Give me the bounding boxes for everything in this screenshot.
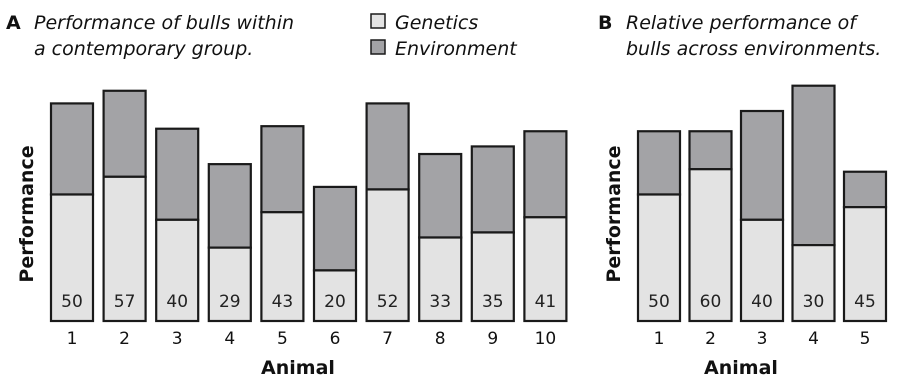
bar-environment-a-4	[207, 163, 252, 249]
legend-genetics-label: Genetics	[395, 12, 478, 34]
bar-genetics-a-3	[155, 218, 200, 323]
bar-genetics-a-6	[312, 269, 358, 323]
panel-a-title-line1: Performance of bulls within	[34, 12, 294, 34]
bar-environment-a-9	[470, 145, 515, 234]
data-label-a-8: 33	[429, 292, 451, 312]
bar-genetics-b-5	[842, 206, 888, 323]
x-tick-label-a-7: 7	[382, 329, 393, 349]
bar-genetics-a-7	[365, 188, 410, 323]
bar-genetics-a-8	[418, 236, 463, 323]
bar-environment-b-1	[636, 130, 682, 196]
data-label-a-5: 43	[272, 292, 294, 312]
bar-environment-a-8	[418, 152, 463, 239]
data-label-a-2: 57	[114, 292, 136, 312]
x-tick-label-a-5: 5	[277, 329, 288, 349]
legend-environment-swatch	[370, 39, 386, 55]
data-label-a-1: 50	[61, 292, 83, 312]
bar-environment-a-6	[312, 185, 358, 272]
x-axis-title-a: Animal	[261, 357, 335, 377]
x-tick-label-b-4: 4	[808, 329, 819, 349]
bar-genetics-a-5	[260, 211, 305, 323]
data-label-a-7: 52	[377, 292, 399, 312]
panel-b-letter: B	[598, 12, 612, 34]
bar-genetics-b-1	[636, 193, 682, 323]
panel-a-title-line2: a contemporary group.	[34, 38, 253, 60]
bar-environment-a-2	[102, 89, 147, 178]
bar-environment-b-2	[688, 130, 733, 171]
bar-genetics-a-9	[470, 231, 515, 323]
bar-genetics-b-2	[688, 168, 733, 323]
data-label-a-10: 41	[535, 292, 557, 312]
data-label-b-5: 45	[854, 292, 876, 312]
data-label-a-9: 35	[482, 292, 504, 312]
chart-b: 50 1 60 2 40 3 30 4 45 5 Animal Performance	[603, 84, 888, 377]
bar-genetics-b-4	[791, 244, 836, 323]
x-tick-label-b-1: 1	[654, 329, 665, 349]
bar-environment-b-5	[842, 170, 888, 209]
x-tick-label-a-4: 4	[224, 329, 235, 349]
x-tick-label-a-8: 8	[435, 329, 446, 349]
chart-a: 50 1 57 2 40 3 29 4 43 5 20 6 52 7 33 8 35 9 41 10 Animal Per…	[16, 89, 568, 377]
bar-environment-b-3	[739, 109, 785, 221]
legend-environment-label: Environment	[395, 38, 518, 60]
x-tick-label-b-3: 3	[757, 329, 768, 349]
y-axis-title-a: Performance	[16, 145, 38, 282]
data-label-b-2: 60	[700, 292, 722, 312]
data-label-a-6: 20	[324, 292, 346, 312]
bar-genetics-a-4	[207, 246, 252, 323]
bar-environment-b-4	[791, 84, 836, 247]
bar-genetics-a-2	[102, 175, 147, 323]
bar-environment-a-10	[523, 130, 568, 219]
panel-a-letter: A	[6, 12, 21, 34]
x-tick-label-a-1: 1	[67, 329, 78, 349]
x-axis-title-b: Animal	[704, 357, 778, 377]
x-tick-label-b-2: 2	[705, 329, 716, 349]
x-tick-label-b-5: 5	[860, 329, 871, 349]
data-label-b-4: 30	[803, 292, 825, 312]
x-tick-label-a-6: 6	[330, 329, 341, 349]
bar-environment-a-5	[260, 125, 305, 214]
legend-genetics-swatch	[370, 13, 386, 29]
data-label-b-3: 40	[751, 292, 773, 312]
bar-genetics-a-1	[49, 193, 95, 323]
x-tick-label-a-3: 3	[172, 329, 183, 349]
bar-genetics-a-10	[523, 216, 568, 323]
data-label-b-1: 50	[648, 292, 670, 312]
data-label-a-4: 29	[219, 292, 241, 312]
x-tick-label-a-2: 2	[119, 329, 130, 349]
y-axis-title-b: Performance	[603, 145, 625, 282]
bar-environment-a-7	[365, 102, 410, 191]
bar-genetics-b-3	[739, 218, 785, 323]
panel-b-title-line1: Relative performance of	[626, 12, 859, 34]
x-tick-label-a-9: 9	[487, 329, 498, 349]
data-label-a-3: 40	[166, 292, 188, 312]
bar-environment-a-1	[49, 102, 95, 196]
x-tick-label-a-10: 10	[535, 329, 557, 349]
panel-b-title-line2: bulls across environments.	[626, 38, 881, 60]
bar-environment-a-3	[155, 127, 200, 221]
